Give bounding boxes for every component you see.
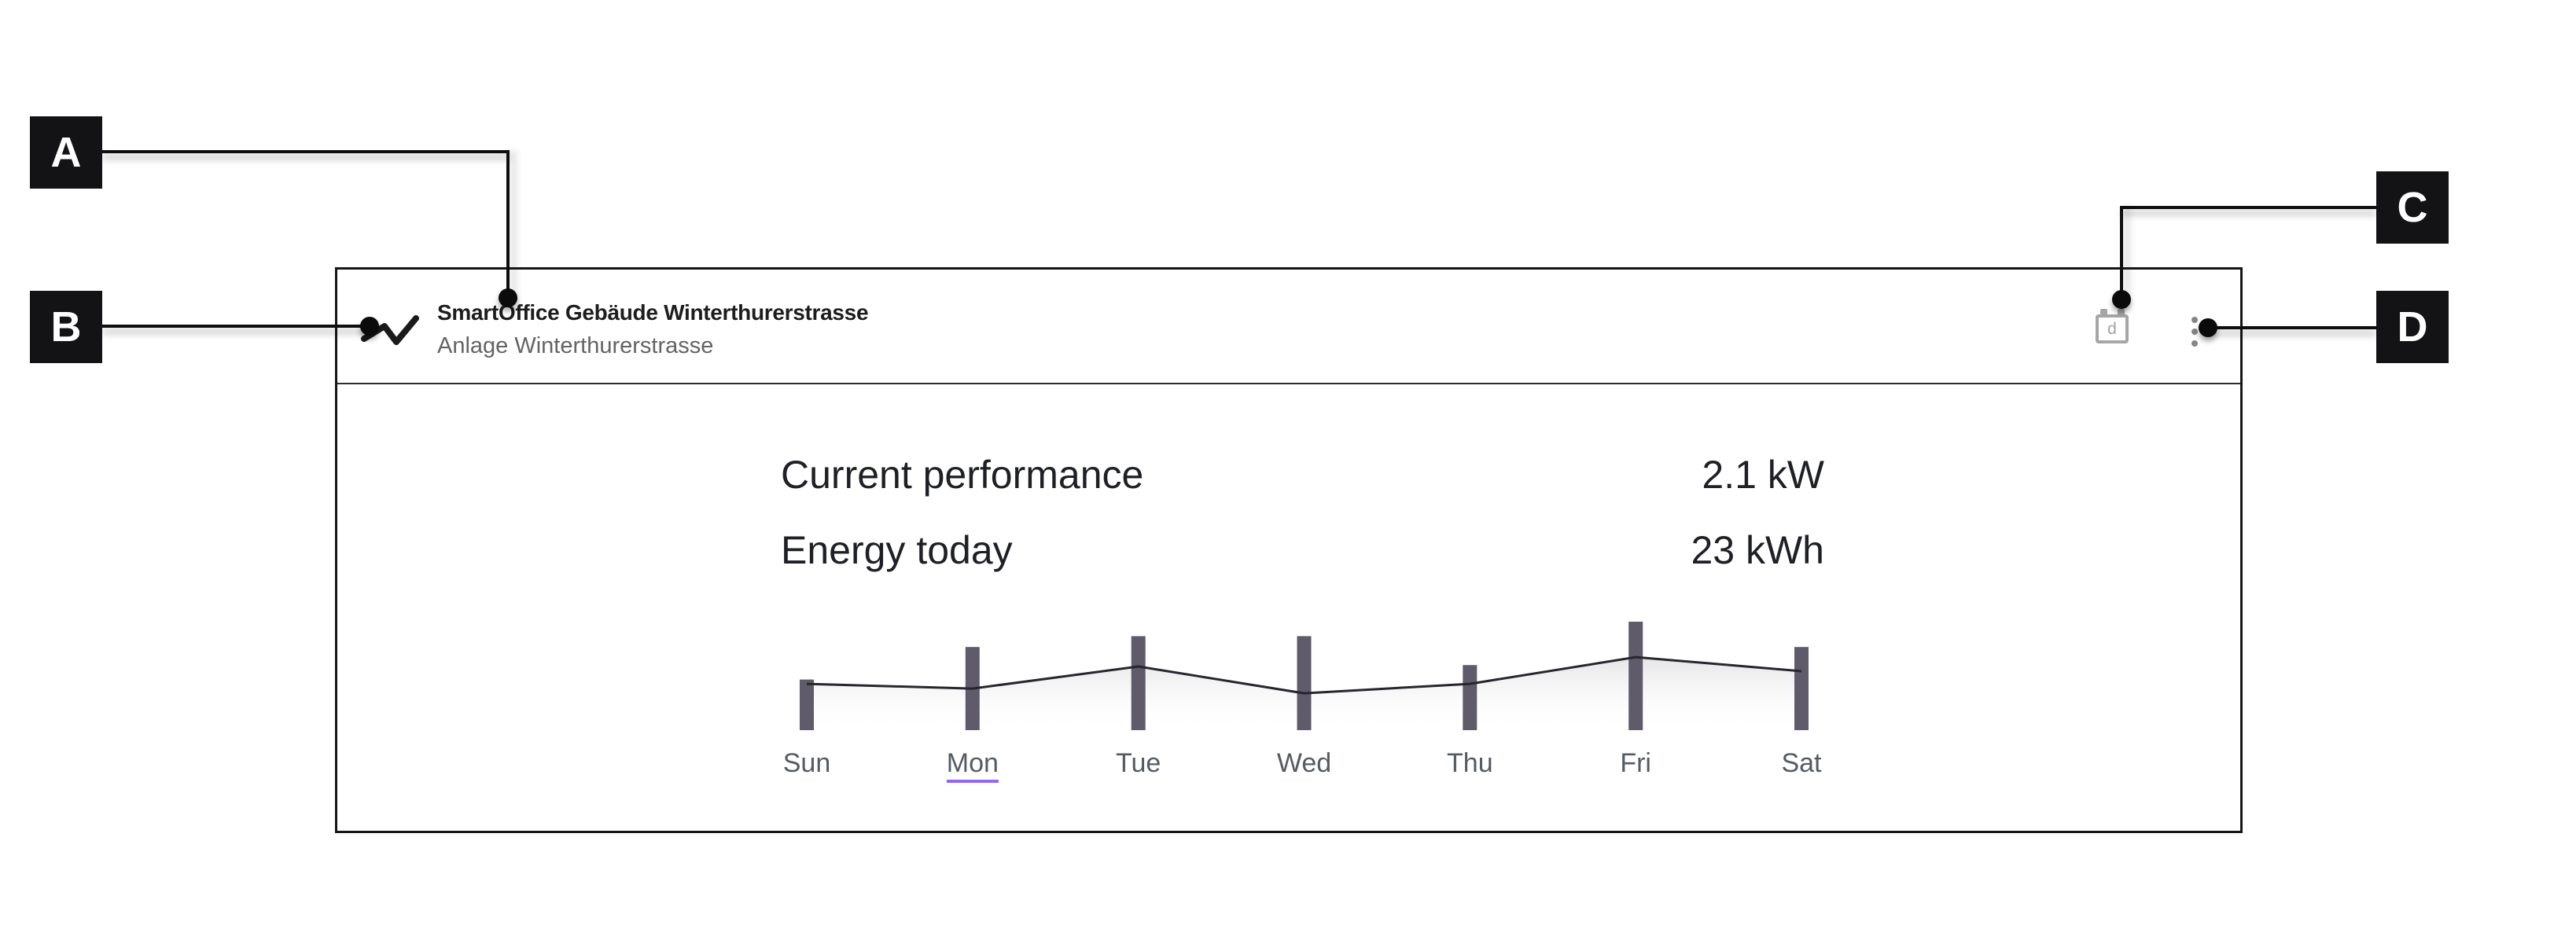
bar-sun xyxy=(800,679,814,730)
day-label-fri[interactable]: Fri xyxy=(1620,748,1651,778)
stat-row-current-performance: Current performance 2.1 kW xyxy=(781,452,1824,498)
bar-tue xyxy=(1131,636,1146,730)
bar-fri xyxy=(1628,622,1643,730)
annotation-line-c-horizontal xyxy=(2122,206,2376,209)
annotation-line-b xyxy=(102,325,370,328)
chart-day-labels: Sun Mon Tue Wed Thu Fri Sat xyxy=(742,747,1890,787)
annotation-line-a-horizontal xyxy=(102,150,510,153)
energy-week-chart xyxy=(800,622,1809,730)
bar-wed xyxy=(1297,636,1312,730)
stat-label: Energy today xyxy=(781,528,1013,572)
annotation-label-d: D xyxy=(2376,291,2449,363)
day-label-tue[interactable]: Tue xyxy=(1115,748,1161,778)
day-label-sun[interactable]: Sun xyxy=(782,748,831,778)
stat-value: 2.1 kW xyxy=(1702,453,1824,497)
day-label-mon[interactable]: Mon xyxy=(946,747,999,783)
annotation-dot-d xyxy=(2199,318,2217,337)
title-block: SmartOffice Gebäude Winterthurerstrasse … xyxy=(437,298,869,361)
stat-row-energy-today: Energy today 23 kWh xyxy=(781,527,1824,573)
day-label-wed[interactable]: Wed xyxy=(1276,748,1332,778)
annotation-label-b: B xyxy=(30,291,102,363)
bar-thu xyxy=(1463,665,1478,730)
calendar-day-glyph: d xyxy=(2107,320,2117,338)
annotation-dot-b xyxy=(360,317,379,336)
card-header: SmartOffice Gebäude Winterthurerstrasse … xyxy=(337,270,2240,384)
more-menu-button[interactable] xyxy=(2184,310,2209,347)
annotation-dot-c xyxy=(2112,290,2131,309)
annotation-line-a-vertical xyxy=(506,150,510,299)
card-subtitle: Anlage Winterthurerstrasse xyxy=(437,333,714,358)
stats-block: Current performance 2.1 kW Energy today … xyxy=(781,452,1824,603)
stat-label: Current performance xyxy=(781,453,1144,497)
annotation-dot-a xyxy=(499,288,517,307)
date-picker-button[interactable]: d xyxy=(2096,309,2132,348)
annotation-label-c: C xyxy=(2376,171,2449,244)
chart-trend-line xyxy=(806,655,1802,695)
day-label-thu[interactable]: Thu xyxy=(1447,748,1493,778)
annotation-line-d xyxy=(2208,326,2376,329)
bar-sat xyxy=(1794,647,1809,730)
annotation-label-a: A xyxy=(30,116,102,189)
stat-value: 23 kWh xyxy=(1691,528,1824,572)
annotation-line-c-vertical xyxy=(2120,206,2123,300)
plant-card: SmartOffice Gebäude Winterthurerstrasse … xyxy=(335,267,2243,833)
day-label-sat[interactable]: Sat xyxy=(1781,748,1822,778)
